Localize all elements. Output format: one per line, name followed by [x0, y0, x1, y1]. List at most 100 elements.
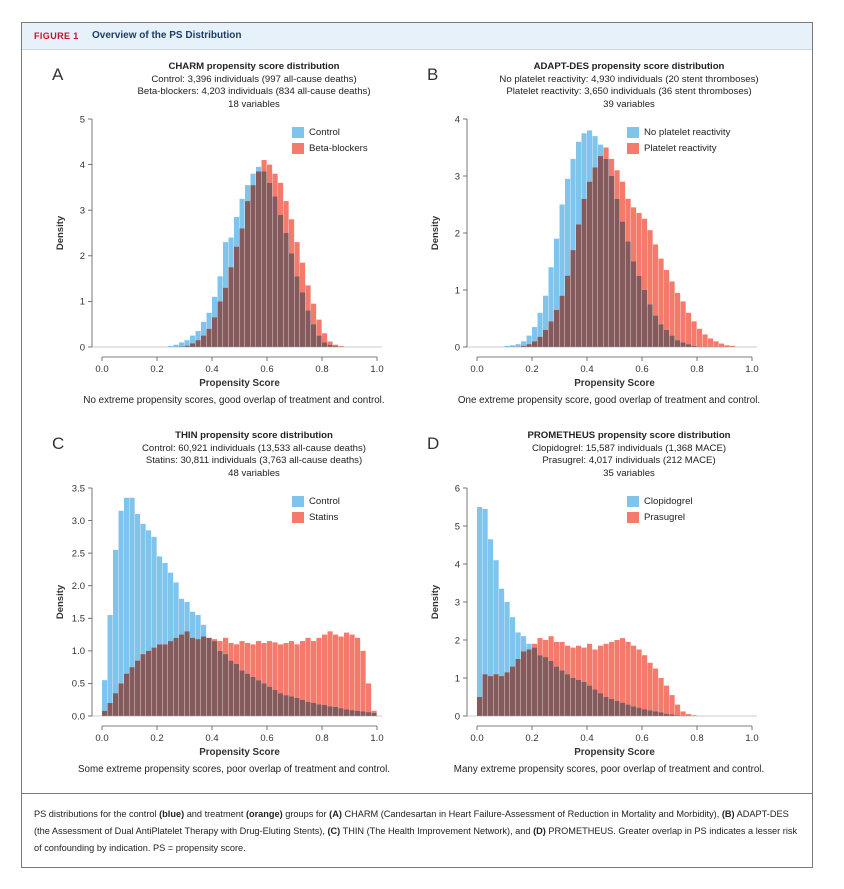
- treatment-bar: [614, 640, 620, 701]
- treatment-bar: [548, 636, 554, 661]
- panel-c: C THIN propensity score distribution Contr…: [44, 428, 424, 783]
- overlap-bar: [201, 335, 207, 347]
- overlap-bar: [515, 659, 521, 716]
- y-tick-label: 0.0: [72, 711, 85, 722]
- y-axis-label: Density: [55, 584, 66, 619]
- figure-label: FIGURE 1: [34, 31, 79, 41]
- x-tick-label: 0.4: [580, 364, 593, 375]
- overlap-bar: [576, 679, 582, 716]
- overlap-bar: [239, 228, 245, 347]
- overlap-bar: [234, 663, 240, 716]
- control-bar: [526, 335, 532, 345]
- figure-header: FIGURE 1 Overview of the PS Distribution: [22, 23, 812, 50]
- legend-item: Clopidogrel: [627, 493, 693, 509]
- panel-note: One extreme propensity score, good overl…: [457, 395, 761, 406]
- treatment-bar: [647, 662, 653, 711]
- overlap-bar: [124, 673, 130, 716]
- treatment-bar: [603, 643, 609, 697]
- legend-label: Prasugrel: [644, 511, 686, 523]
- x-tick-label: 1.0: [745, 733, 758, 744]
- x-tick-label: 0.6: [635, 733, 648, 744]
- overlap-bar: [598, 693, 604, 716]
- overlap-bar: [201, 636, 207, 716]
- overlap-bar: [631, 706, 637, 716]
- legend-item: Statins: [292, 509, 340, 525]
- y-tick-label: 2: [455, 635, 460, 646]
- treatment-bar: [620, 638, 626, 703]
- treatment-bar: [294, 644, 300, 698]
- treatment-bar: [316, 637, 322, 705]
- overlap-bar: [631, 261, 637, 347]
- overlap-bar: [245, 673, 251, 716]
- treatment-bar: [333, 634, 339, 707]
- y-axis-label: Density: [430, 215, 441, 250]
- control-bar: [488, 539, 494, 677]
- overlap-bar: [658, 324, 664, 347]
- figure-title: Overview of the PS Distribution: [92, 30, 242, 41]
- overlap-bar: [217, 650, 223, 716]
- x-tick-label: 0.0: [470, 364, 483, 375]
- overlap-bar: [620, 702, 626, 716]
- overlap-bar: [581, 681, 587, 716]
- overlap-bar: [162, 644, 168, 716]
- control-bar: [510, 617, 516, 667]
- panel-title-block: PROMETHEUS propensity score distribution…: [459, 430, 799, 480]
- overlap-bar: [294, 697, 300, 716]
- legend-item: Platelet reactivity: [627, 140, 730, 156]
- treatment-bar: [311, 641, 317, 703]
- overlap-bar: [344, 709, 350, 716]
- treatment-bar: [620, 181, 626, 222]
- overlap-bar: [653, 711, 659, 716]
- treatment-bar: [371, 710, 377, 713]
- panel-subtitle-2: Platelet reactivity: 3,650 individuals (…: [506, 86, 752, 97]
- treatment-bar: [691, 321, 697, 346]
- overlap-bar: [190, 637, 196, 716]
- y-tick-label: 3: [455, 171, 460, 182]
- overlap-bar: [609, 698, 615, 716]
- overlap-bar: [554, 666, 560, 716]
- control-bar: [499, 588, 505, 677]
- overlap-bar: [592, 167, 598, 347]
- control-bar: [118, 510, 124, 684]
- treatment-bar: [316, 319, 322, 336]
- treatment-bar: [322, 333, 328, 343]
- bars: [168, 160, 344, 347]
- control-bar: [190, 611, 196, 638]
- overlap-bar: [587, 181, 593, 347]
- control-bar: [598, 144, 604, 157]
- treatment-bar: [327, 341, 333, 345]
- figure-caption: PS distributions for the control (blue) …: [22, 793, 812, 868]
- control-bar: [521, 341, 527, 346]
- control-bar: [493, 560, 499, 675]
- overlap-bar: [305, 701, 311, 716]
- overlap-bar: [184, 345, 190, 347]
- y-tick-label: 0: [80, 342, 85, 353]
- treatment-bar: [289, 219, 295, 254]
- legend-item: Control: [292, 493, 340, 509]
- y-tick-label: 0: [455, 711, 460, 722]
- y-tick-label: 1: [455, 285, 460, 296]
- overlap-bar: [603, 158, 609, 347]
- overlap-bar: [206, 328, 212, 347]
- control-bar: [543, 295, 549, 330]
- overlap-bar: [206, 637, 212, 716]
- overlap-bar: [261, 683, 267, 716]
- y-tick-label: 4: [455, 114, 460, 125]
- overlap-bar: [543, 657, 549, 716]
- overlap-bar: [234, 246, 240, 347]
- treatment-bar: [669, 695, 675, 715]
- overlap-bar: [157, 644, 163, 716]
- y-tick-label: 3.5: [72, 483, 85, 494]
- treatment-bar: [581, 647, 587, 682]
- treatment-bar: [223, 637, 229, 655]
- treatment-bar: [212, 639, 218, 642]
- panel-subtitle-1: Control: 60,921 individuals (13,533 all-…: [142, 442, 366, 454]
- overlap-bar: [184, 631, 190, 716]
- treatment-bar: [675, 292, 681, 341]
- overlap-bar: [598, 156, 604, 347]
- x-tick-label: 1.0: [370, 364, 383, 375]
- treatment-bar: [598, 645, 604, 694]
- panel-title: PROMETHEUS propensity score distribution: [527, 430, 731, 441]
- control-bar: [548, 267, 554, 322]
- overlap-bar: [190, 343, 196, 347]
